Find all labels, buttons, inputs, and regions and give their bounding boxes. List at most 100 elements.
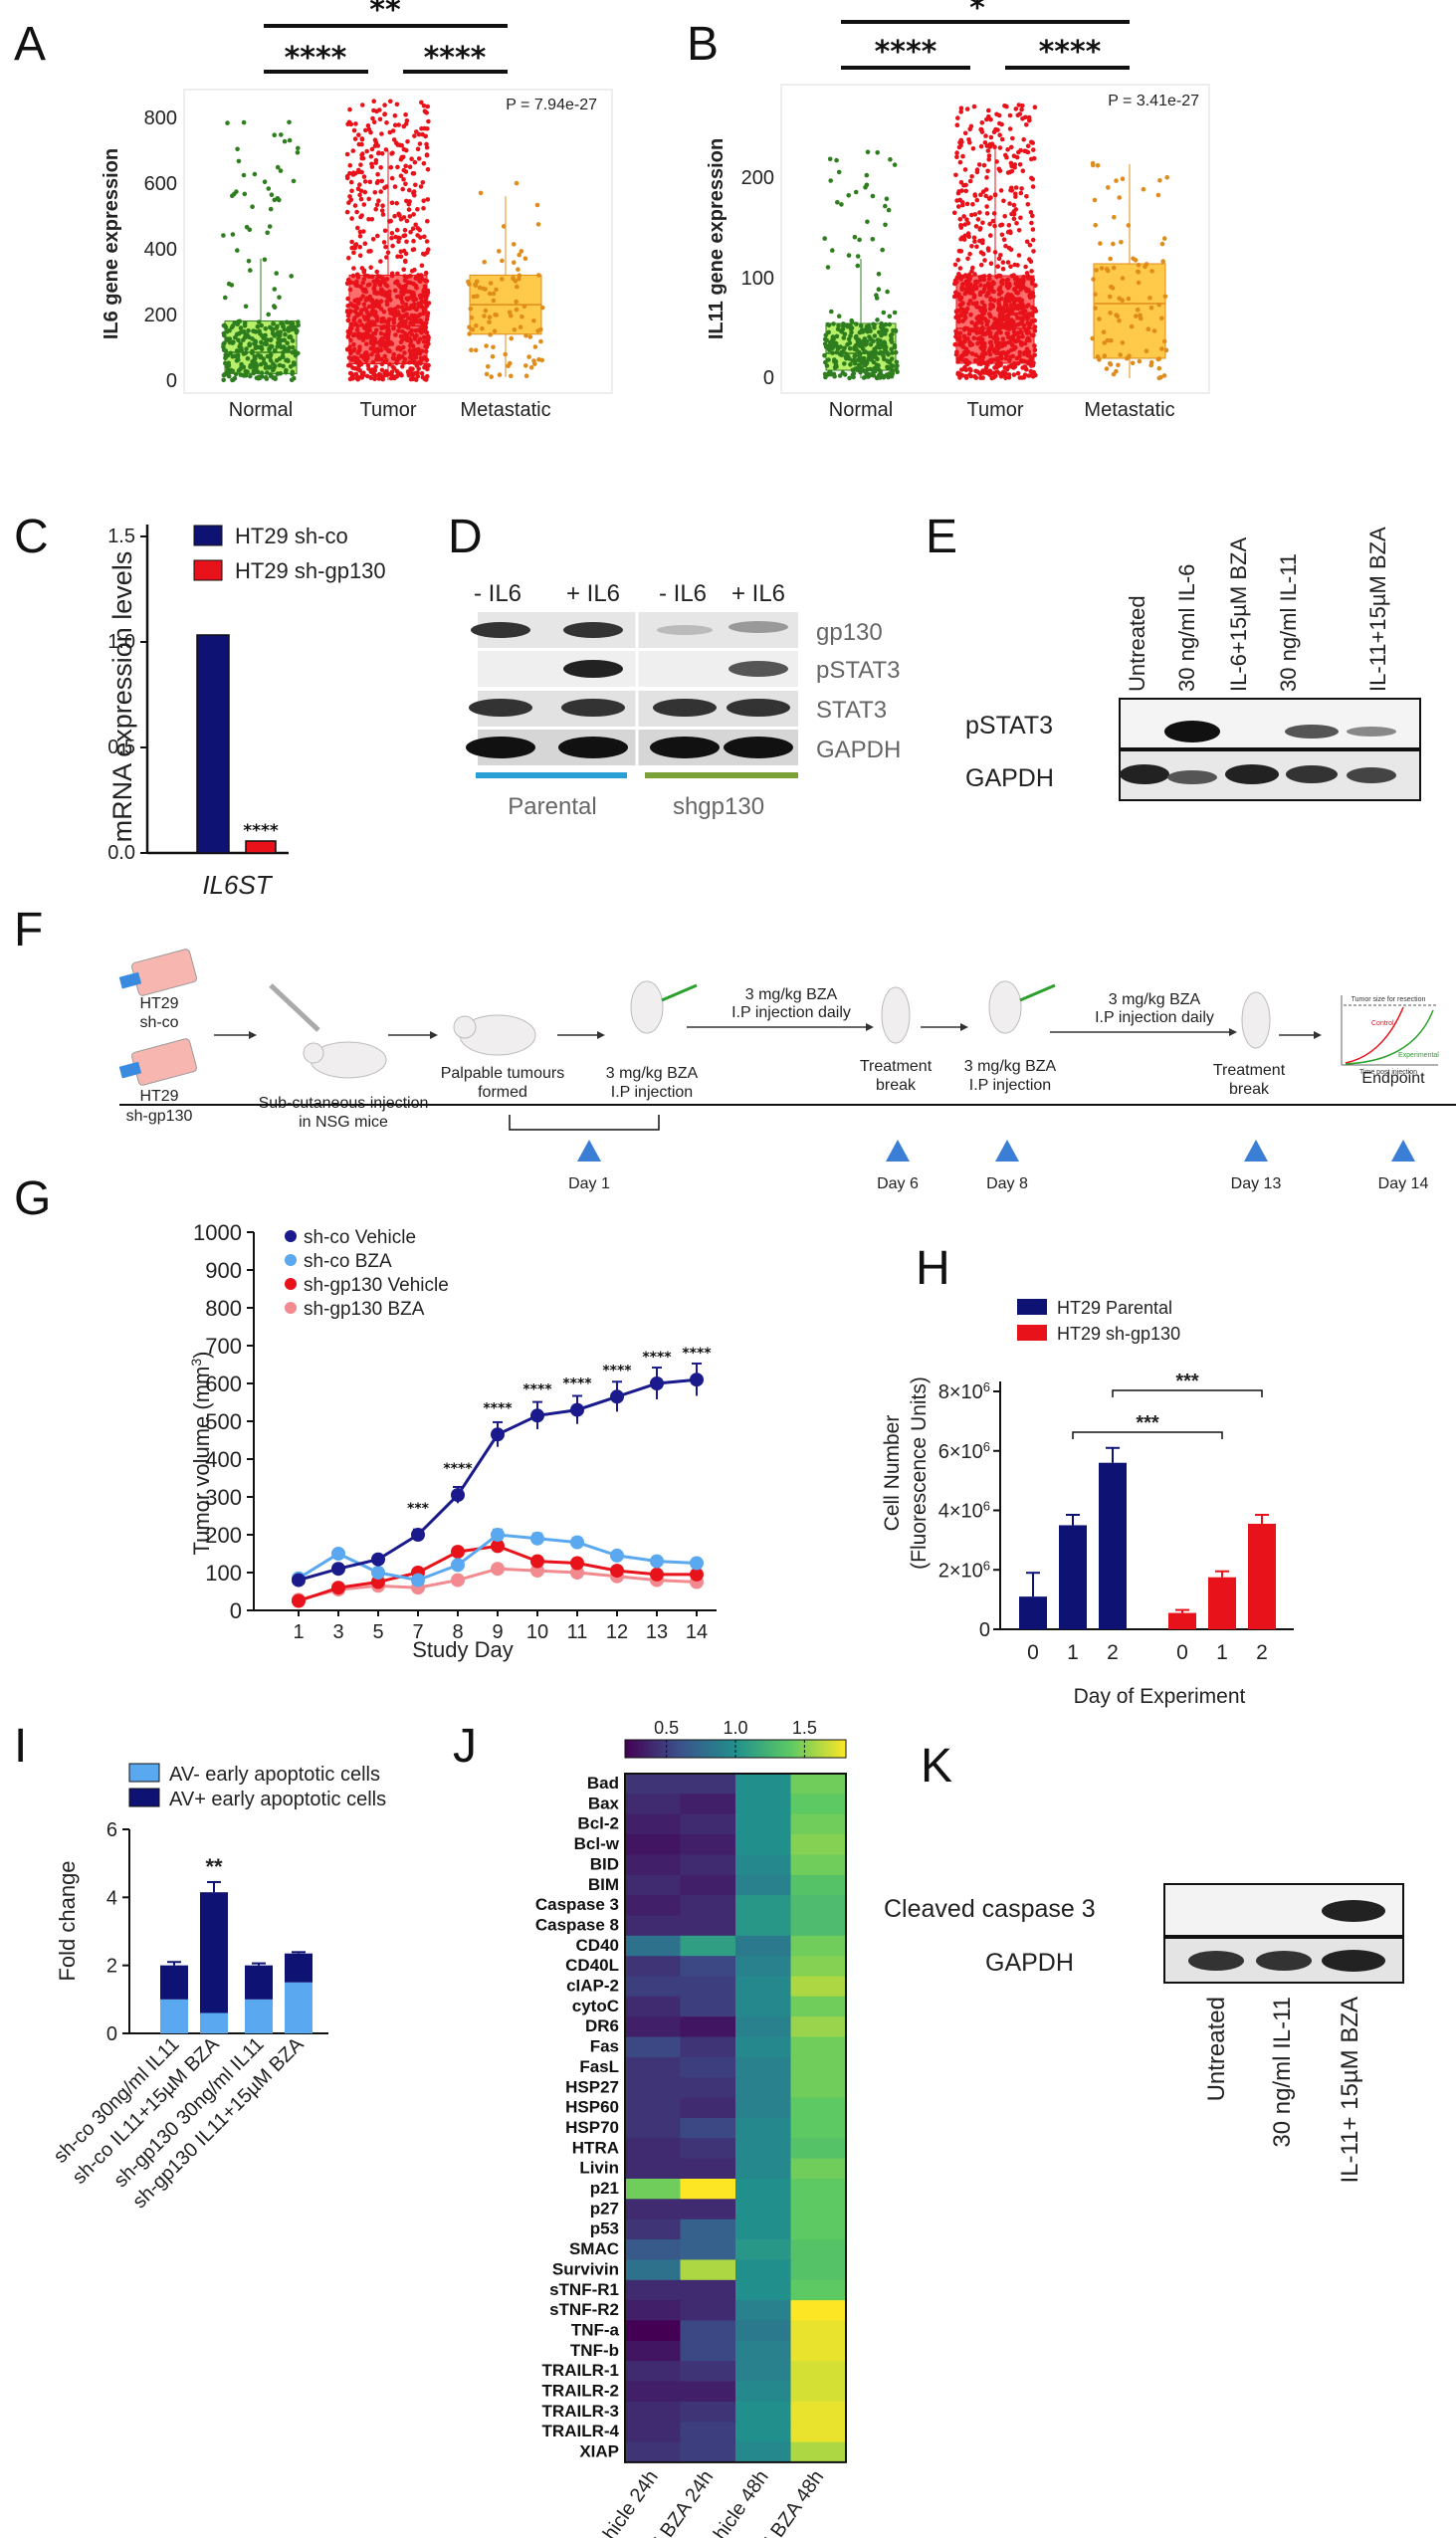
panel-g-xtick: 14	[686, 1621, 708, 1643]
data-point	[1099, 266, 1105, 271]
panel-g-point	[491, 1528, 505, 1542]
data-point	[988, 339, 993, 345]
panel-j-row-label: TNF-a	[571, 2320, 620, 2339]
panel-i-bar-avpos	[200, 1892, 228, 2013]
data-point	[362, 179, 368, 184]
data-point	[425, 166, 431, 172]
data-point	[981, 277, 987, 283]
panel-j-cell	[625, 2117, 681, 2139]
data-point	[849, 329, 854, 335]
data-point	[1015, 291, 1021, 296]
data-point	[1027, 275, 1032, 281]
data-point	[373, 206, 379, 212]
data-point	[970, 291, 975, 296]
data-point	[400, 186, 406, 192]
data-point	[955, 308, 961, 314]
panel-k-protein-gapdh: GAPDH	[985, 1949, 1074, 1977]
data-point	[882, 373, 887, 379]
data-point	[1097, 317, 1102, 321]
data-point	[1120, 298, 1125, 304]
data-point	[1029, 355, 1035, 360]
data-point	[1135, 308, 1141, 313]
panel-j-cell	[790, 1915, 847, 1937]
data-point	[954, 349, 959, 355]
panel-g-xtick: 10	[526, 1621, 548, 1643]
panel-j-cell	[680, 1895, 736, 1916]
data-point	[1119, 240, 1124, 245]
panel-j-cell	[625, 2199, 681, 2221]
data-point	[357, 229, 363, 235]
panel-j-cell	[790, 2056, 847, 2078]
data-point	[503, 351, 509, 357]
panel-j-cell	[680, 1996, 736, 2017]
data-point	[401, 177, 406, 182]
panel-j-cell	[680, 2138, 736, 2160]
data-point	[424, 293, 430, 299]
panel-h-sig-bracket	[1072, 1431, 1223, 1439]
data-point	[491, 291, 497, 297]
data-point	[267, 354, 272, 359]
data-point	[880, 322, 886, 328]
panel-j-colorbar-label: 0.5	[654, 1718, 679, 1738]
data-point	[1017, 349, 1022, 355]
data-point	[1008, 247, 1014, 253]
data-point	[954, 150, 959, 155]
data-point	[958, 109, 963, 114]
data-point	[350, 303, 355, 309]
data-point	[379, 367, 385, 373]
panel-j-row-label: Survivin	[552, 2259, 619, 2278]
data-point	[954, 122, 960, 127]
data-point	[1009, 274, 1015, 279]
data-point	[258, 361, 264, 367]
data-point	[878, 374, 884, 379]
data-point	[871, 353, 877, 359]
data-point	[375, 280, 381, 285]
data-point	[398, 317, 403, 321]
data-point	[890, 331, 895, 337]
data-point	[997, 145, 1003, 150]
data-point	[1031, 332, 1036, 338]
panel-f-cell1b: sh-co	[139, 1014, 178, 1031]
data-point	[848, 362, 853, 367]
data-point	[1029, 269, 1034, 274]
data-point	[1093, 292, 1098, 298]
data-point	[423, 348, 429, 354]
data-point	[235, 354, 241, 360]
data-point	[977, 210, 982, 215]
data-point	[277, 295, 282, 301]
data-point	[1129, 323, 1135, 329]
data-point	[349, 245, 355, 251]
data-point	[958, 142, 963, 148]
panel-i-ytick: 4	[106, 1887, 117, 1909]
data-point	[968, 373, 973, 379]
data-point	[1017, 111, 1023, 116]
data-point	[363, 127, 368, 133]
data-point	[1162, 294, 1168, 300]
panel-j-cell	[680, 1794, 736, 1815]
panel-j-cell	[625, 2361, 681, 2383]
data-point	[975, 340, 980, 346]
data-point	[349, 188, 354, 194]
data-point	[987, 351, 993, 357]
data-point	[419, 357, 424, 362]
data-point	[1108, 256, 1113, 262]
data-point	[415, 146, 421, 152]
data-point	[999, 121, 1004, 127]
data-point	[419, 293, 424, 299]
data-point	[405, 289, 411, 295]
data-point	[1094, 268, 1099, 273]
panel-j-cell	[735, 2158, 791, 2180]
data-point	[416, 301, 422, 307]
panel-g-point	[491, 1562, 505, 1577]
panel-g-sig: ****	[682, 1346, 712, 1362]
data-point	[958, 106, 964, 110]
panel-c-bar: 0.0 0.5 1.0 1.5 **** mRNA expression lev…	[107, 524, 386, 900]
data-point	[402, 274, 408, 279]
data-point	[359, 371, 365, 376]
data-point	[352, 136, 358, 141]
data-point	[377, 107, 382, 112]
data-point	[509, 373, 514, 379]
panel-k-lane-2: 30 ng/ml IL-11	[1269, 1997, 1296, 2148]
panel-g-ytick: 200	[205, 1523, 242, 1548]
data-point	[969, 244, 974, 249]
